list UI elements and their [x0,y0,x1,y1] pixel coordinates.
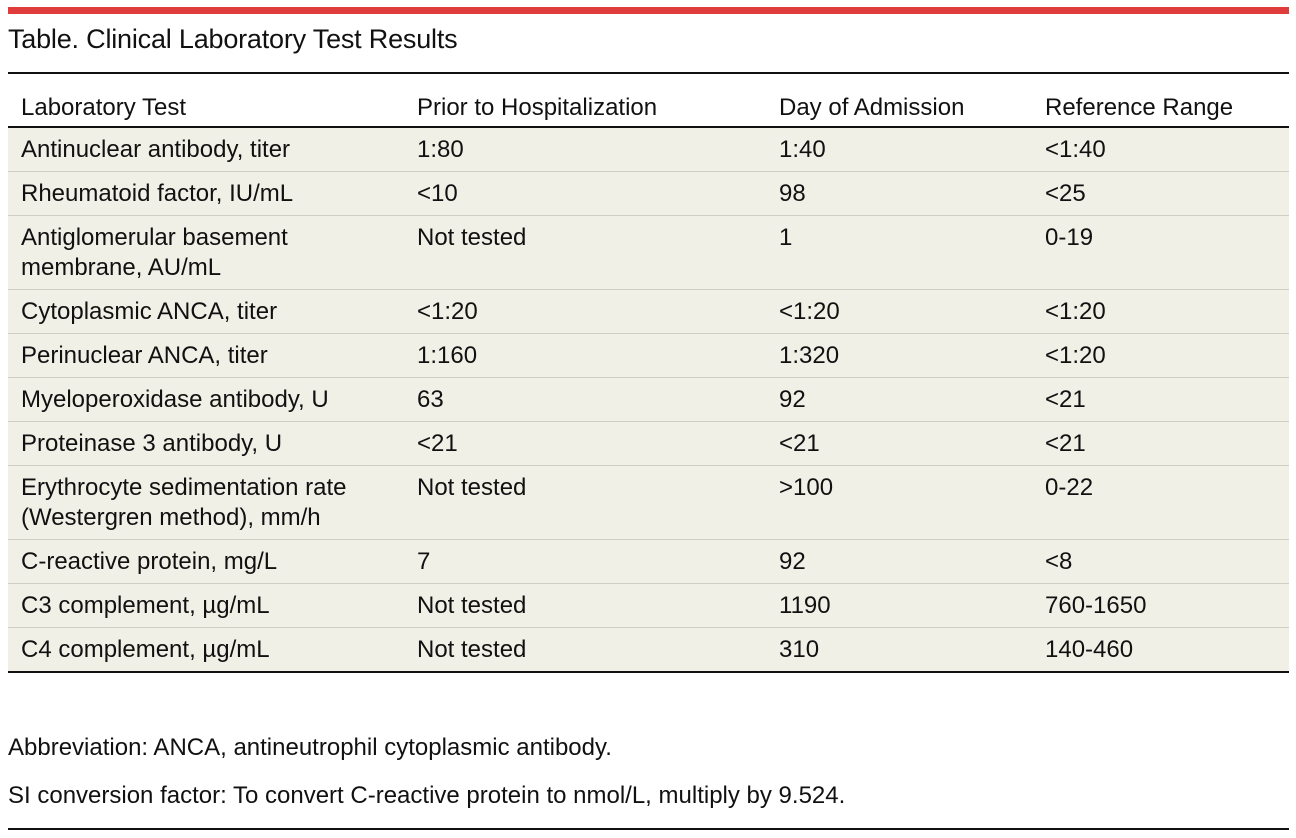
cell-test: Antiglomerular basement membrane, AU/mL [8,215,404,290]
cell-prior: <1:20 [404,289,766,334]
footnote-abbreviation: Abbreviation: ANCA, antineutrophil cytop… [8,734,612,761]
bottom-rule [8,828,1289,830]
table-row: Perinuclear ANCA, titer 1:160 1:320 <1:2… [8,333,1289,378]
cell-reference: <21 [1032,421,1289,466]
cell-admission: 1190 [766,583,1032,628]
cell-admission: 1 [766,215,1032,290]
cell-reference: 760-1650 [1032,583,1289,628]
cell-reference: <8 [1032,539,1289,584]
table-row: Antinuclear antibody, titer 1:80 1:40 <1… [8,127,1289,172]
cell-prior: 1:160 [404,333,766,378]
cell-prior: Not tested [404,215,766,290]
cell-reference: <1:20 [1032,333,1289,378]
cell-prior: 63 [404,377,766,422]
cell-prior: Not tested [404,465,766,540]
cell-prior: Not tested [404,583,766,628]
cell-test: C4 complement, µg/mL [8,627,404,672]
cell-test: Perinuclear ANCA, titer [8,333,404,378]
table-row: Myeloperoxidase antibody, U 63 92 <21 [8,377,1289,422]
cell-admission: <21 [766,421,1032,466]
table-row: C4 complement, µg/mL Not tested 310 140-… [8,627,1289,672]
cell-test: Proteinase 3 antibody, U [8,421,404,466]
cell-test: Antinuclear antibody, titer [8,127,404,172]
table-row: Erythrocyte sedimentation rate (Westergr… [8,465,1289,540]
accent-rule [8,7,1289,14]
cell-prior: 1:80 [404,127,766,172]
cell-reference: <21 [1032,377,1289,422]
table-row: C3 complement, µg/mL Not tested 1190 760… [8,583,1289,628]
lab-results-table: Laboratory Test Prior to Hospitalization… [8,72,1289,673]
cell-admission: 98 [766,171,1032,216]
cell-admission: 1:40 [766,127,1032,172]
header-row: Laboratory Test Prior to Hospitalization… [8,73,1289,128]
col-header-prior: Prior to Hospitalization [404,73,766,128]
cell-test: C-reactive protein, mg/L [8,539,404,584]
cell-admission: >100 [766,465,1032,540]
cell-test: Myeloperoxidase antibody, U [8,377,404,422]
cell-admission: 92 [766,377,1032,422]
footnote-si-conversion: SI conversion factor: To convert C-react… [8,782,846,809]
col-header-reference: Reference Range [1032,73,1289,128]
cell-prior: <10 [404,171,766,216]
cell-reference: <1:20 [1032,289,1289,334]
cell-prior: 7 [404,539,766,584]
cell-admission: 310 [766,627,1032,672]
cell-admission: <1:20 [766,289,1032,334]
cell-admission: 92 [766,539,1032,584]
cell-reference: 0-19 [1032,215,1289,290]
table-row: Cytoplasmic ANCA, titer <1:20 <1:20 <1:2… [8,289,1289,334]
cell-prior: <21 [404,421,766,466]
table-row: Proteinase 3 antibody, U <21 <21 <21 [8,421,1289,466]
cell-reference: 140-460 [1032,627,1289,672]
table-row: Antiglomerular basement membrane, AU/mL … [8,215,1289,290]
col-header-test: Laboratory Test [8,73,404,128]
table-row: C-reactive protein, mg/L 7 92 <8 [8,539,1289,584]
cell-test: Rheumatoid factor, IU/mL [8,171,404,216]
cell-admission: 1:320 [766,333,1032,378]
table-row: Rheumatoid factor, IU/mL <10 98 <25 [8,171,1289,216]
col-header-admission: Day of Admission [766,73,1032,128]
cell-reference: <25 [1032,171,1289,216]
cell-test: C3 complement, µg/mL [8,583,404,628]
table-title: Table. Clinical Laboratory Test Results [8,24,458,54]
cell-test: Erythrocyte sedimentation rate (Westergr… [8,465,404,540]
cell-reference: 0-22 [1032,465,1289,540]
cell-reference: <1:40 [1032,127,1289,172]
cell-prior: Not tested [404,627,766,672]
cell-test: Cytoplasmic ANCA, titer [8,289,404,334]
